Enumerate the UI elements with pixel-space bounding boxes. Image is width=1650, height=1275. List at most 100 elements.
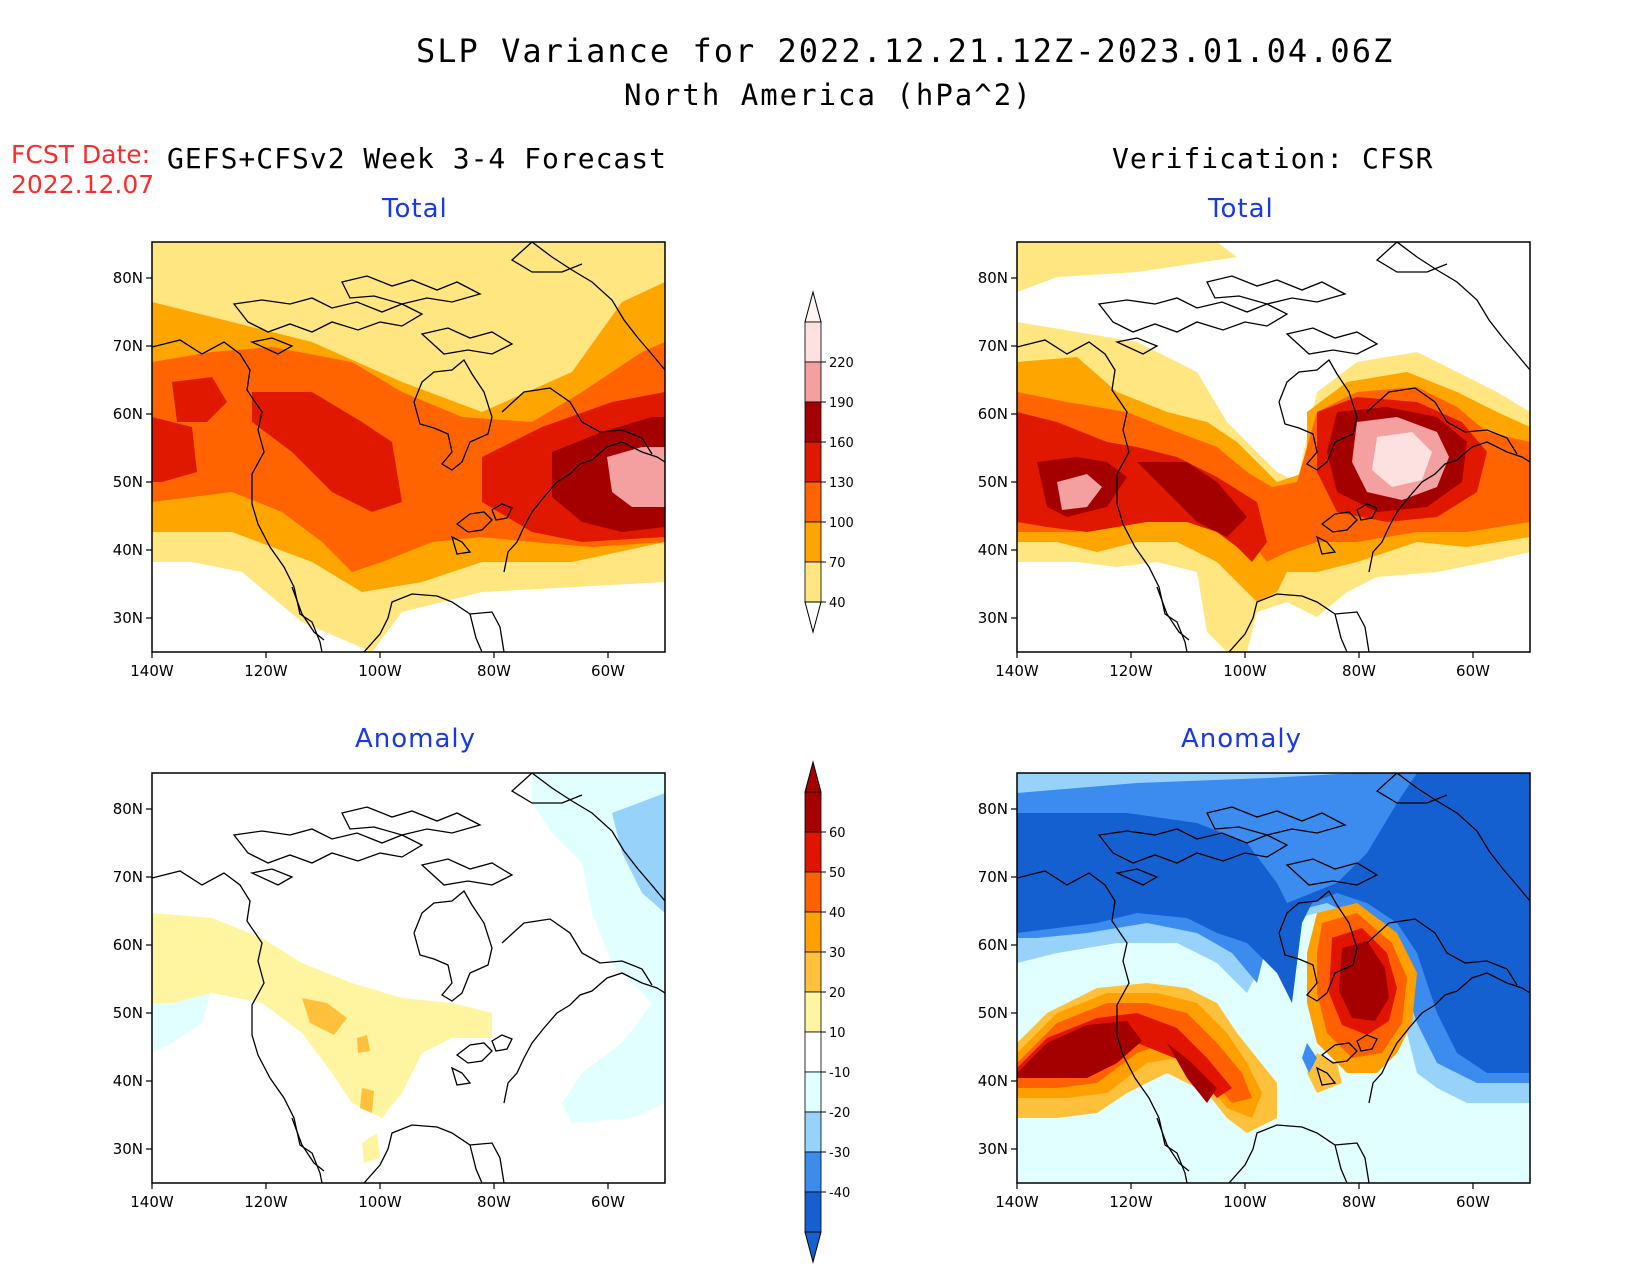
verification-total-lat-tick-label: 40N	[978, 541, 1008, 559]
anomaly-colorbar-level-label: 20	[829, 986, 846, 1001]
verification-total-lat-tick-label: 30N	[978, 609, 1008, 627]
total-colorbar-box	[804, 401, 822, 443]
total-colorbar-level-label: 70	[829, 556, 846, 571]
total-colorbar-level-label: 190	[829, 396, 854, 411]
verification-total-lon-tick-label: 60W	[1456, 662, 1490, 680]
anomaly-colorbar-box	[804, 991, 822, 1033]
verification-anomaly-lat-tick-label: 40N	[978, 1072, 1008, 1090]
forecast-total-map	[152, 242, 665, 652]
total-colorbar-max-arrow	[804, 290, 822, 323]
forecast-total-frame	[151, 241, 666, 653]
verification-anomaly-lon-tick-label: 120W	[1109, 1193, 1153, 1211]
anomaly-colorbar-level-label: -30	[829, 1146, 850, 1161]
total-colorbar-level-label: 40	[829, 596, 846, 611]
anomaly-colorbar-min-arrow	[804, 1231, 822, 1264]
forecast-anomaly-lat-tick-label: 60N	[113, 936, 143, 954]
forecast-total-lon-tick-label: 80W	[477, 662, 511, 680]
verification-anomaly-lat-tick-label: 60N	[978, 936, 1008, 954]
verification-total-lon-tick-label: 80W	[1342, 662, 1376, 680]
forecast-total-lon-tick-label: 100W	[358, 662, 402, 680]
anomaly-colorbar: -40 -30 -20 -10 10 20 30 40 50 60	[804, 760, 850, 1264]
verification-anomaly-lat-tick-label: 80N	[978, 800, 1008, 818]
anomaly-colorbar-level-label: -10	[829, 1066, 850, 1081]
forecast-anomaly-lon-tick-label: 60W	[591, 1193, 625, 1211]
verification-anomaly-frame	[1016, 772, 1531, 1184]
total-colorbar-level-label: 100	[829, 516, 854, 531]
forecast-anomaly-lat-tick-label: 70N	[113, 868, 143, 886]
total-colorbar-box	[804, 361, 822, 403]
axes-layer: 140W 120W 100W 80W 60W 80N 70N 60N 50N 40N 30N 140W…	[113, 269, 1490, 1211]
forecast-anomaly-lat-tick-label: 40N	[113, 1072, 143, 1090]
verification-total-title: Total	[1208, 194, 1274, 224]
anomaly-colorbar-box	[804, 911, 822, 953]
verification-total-lat-tick-label: 70N	[978, 337, 1008, 355]
anomaly-colorbar-box	[804, 1031, 822, 1073]
verification-total-lon-tick-label: 140W	[995, 662, 1039, 680]
forecast-total-title: Total	[382, 194, 448, 224]
anomaly-colorbar-level-label: 10	[829, 1026, 846, 1041]
anomaly-colorbar-max-arrow	[804, 760, 822, 793]
total-colorbar-level-label: 160	[829, 436, 854, 451]
anomaly-colorbar-box	[804, 1151, 822, 1193]
verification-anomaly-lon-tick-label: 60W	[1456, 1193, 1490, 1211]
verification-total-lat-tick-label: 50N	[978, 473, 1008, 491]
verification-total-frame	[1016, 241, 1531, 653]
verification-total-lat-tick-label: 80N	[978, 269, 1008, 287]
anomaly-colorbar-level-label: 30	[829, 946, 846, 961]
verification-total-lon-tick-label: 120W	[1109, 662, 1153, 680]
verification-anomaly-lat-tick-label: 70N	[978, 868, 1008, 886]
anomaly-colorbar-level-label: -20	[829, 1106, 850, 1121]
total-colorbar-level-label: 130	[829, 476, 854, 491]
total-colorbar-box	[804, 321, 822, 363]
forecast-anomaly-title: Anomaly	[355, 724, 477, 754]
anomaly-colorbar-level-label: 40	[829, 906, 846, 921]
total-colorbar-box	[804, 441, 822, 483]
anomaly-colorbar-box	[804, 831, 822, 873]
forecast-total-lat-tick-label: 70N	[113, 337, 143, 355]
anomaly-colorbar-box	[804, 1111, 822, 1153]
forecast-total-lon-tick-label: 120W	[244, 662, 288, 680]
forecast-total-lat-tick-label: 60N	[113, 405, 143, 423]
total-colorbar-box	[804, 521, 822, 563]
forecast-total-lat-tick-label: 40N	[113, 541, 143, 559]
anomaly-colorbar-box	[804, 871, 822, 913]
forecast-total-lon-tick-label: 140W	[130, 662, 174, 680]
anomaly-colorbar-level-label: 50	[829, 866, 846, 881]
anomaly-colorbar-box	[804, 1191, 822, 1233]
forecast-anomaly-lon-tick-label: 80W	[477, 1193, 511, 1211]
anomaly-colorbar-level-label: -40	[829, 1186, 850, 1201]
verification-total-lat-tick-label: 60N	[978, 405, 1008, 423]
verification-total-map	[1017, 242, 1530, 652]
verification-column-title: Verification: CFSR	[1112, 142, 1434, 175]
total-colorbar-box	[804, 481, 822, 523]
forecast-anomaly-map	[152, 773, 665, 1183]
forecast-total-lat-tick-label: 50N	[113, 473, 143, 491]
figure-subtitle: North America (hPa^2)	[624, 78, 1033, 112]
forecast-anomaly-lon-tick-label: 100W	[358, 1193, 402, 1211]
verification-anomaly-lon-tick-label: 80W	[1342, 1193, 1376, 1211]
forecast-anomaly-frame	[151, 772, 666, 1184]
verification-anomaly-lat-tick-label: 50N	[978, 1004, 1008, 1022]
total-colorbar: 40 70 100 130 160 190 220	[804, 290, 854, 634]
fcst-date-label: FCST Date:	[11, 140, 151, 169]
verification-anomaly-lon-tick-label: 100W	[1223, 1193, 1267, 1211]
verification-anomaly-title: Anomaly	[1181, 724, 1303, 754]
forecast-total-lon-tick-label: 60W	[591, 662, 625, 680]
anomaly-colorbar-box	[804, 1071, 822, 1113]
forecast-anomaly-lat-tick-label: 30N	[113, 1140, 143, 1158]
total-colorbar-min-arrow	[804, 601, 822, 634]
forecast-anomaly-lat-tick-label: 80N	[113, 800, 143, 818]
forecast-anomaly-lat-tick-label: 50N	[113, 1004, 143, 1022]
total-colorbar-level-label: 220	[829, 356, 854, 371]
forecast-total-lat-tick-label: 30N	[113, 609, 143, 627]
verification-total-lon-tick-label: 100W	[1223, 662, 1267, 680]
forecast-column-title: GEFS+CFSv2 Week 3-4 Forecast	[167, 142, 668, 175]
verification-anomaly-lon-tick-label: 140W	[995, 1193, 1039, 1211]
total-colorbar-box	[804, 561, 822, 603]
verification-anomaly-map	[1017, 773, 1530, 1183]
anomaly-colorbar-box	[804, 791, 822, 833]
forecast-total-lat-tick-label: 80N	[113, 269, 143, 287]
forecast-anomaly-lon-tick-label: 140W	[130, 1193, 174, 1211]
anomaly-colorbar-level-label: 60	[829, 826, 846, 841]
